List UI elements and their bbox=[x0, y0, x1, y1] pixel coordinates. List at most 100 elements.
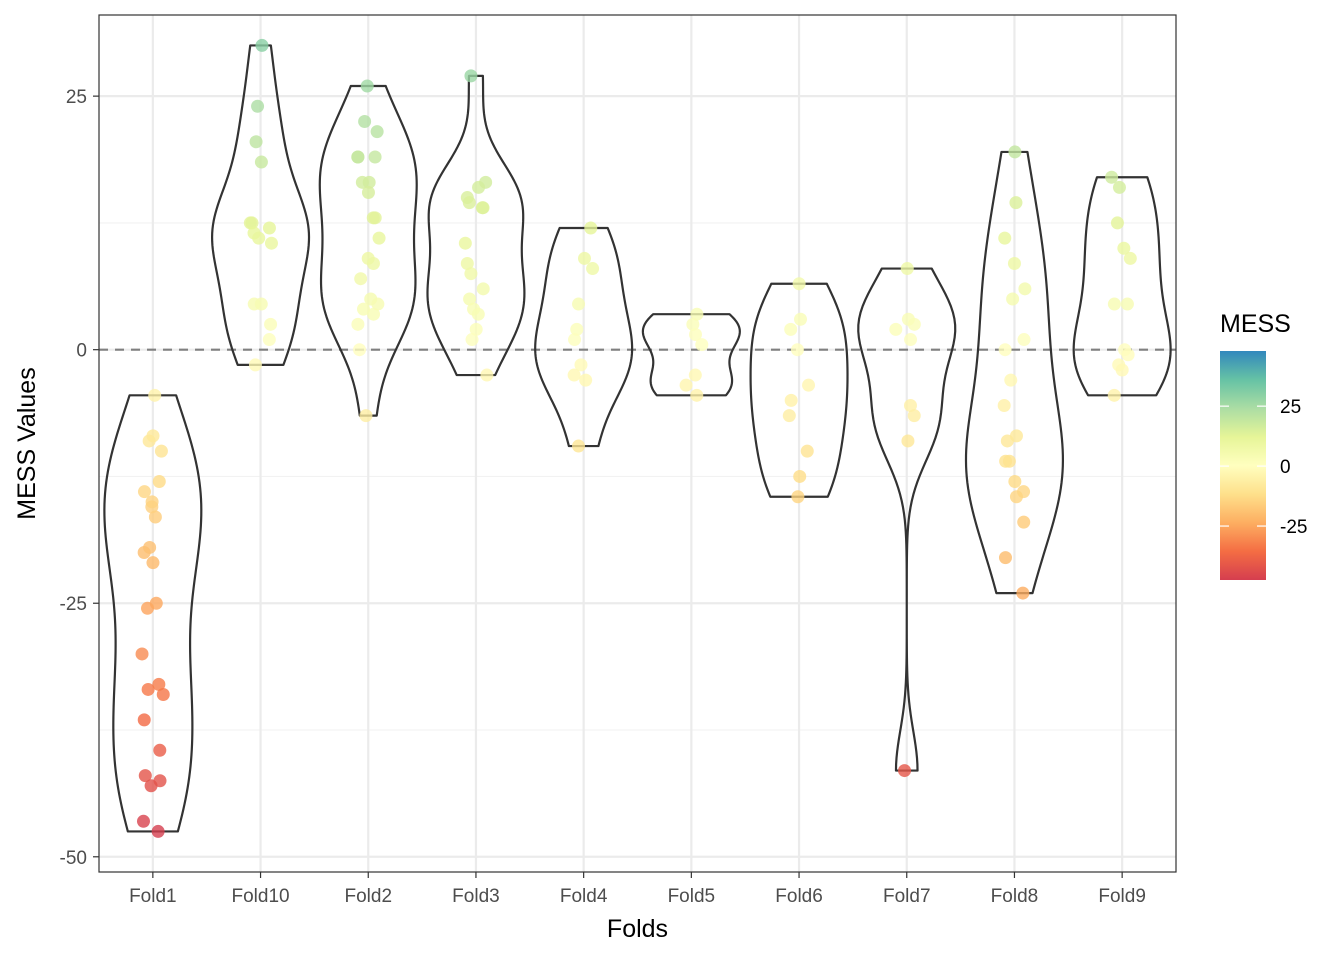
data-point bbox=[1110, 216, 1124, 230]
data-point bbox=[462, 196, 476, 210]
data-point bbox=[1006, 292, 1020, 306]
data-point bbox=[354, 272, 368, 286]
data-point bbox=[152, 475, 166, 489]
data-point bbox=[458, 236, 472, 250]
data-point bbox=[251, 99, 265, 113]
data-point bbox=[579, 373, 593, 387]
data-point bbox=[469, 322, 483, 336]
violin-fold2 bbox=[318, 84, 418, 417]
data-point bbox=[371, 297, 385, 311]
data-point bbox=[998, 343, 1012, 357]
data-point bbox=[464, 267, 478, 281]
data-point bbox=[255, 38, 269, 52]
color-legend: MESS 25 0 -25 bbox=[1220, 310, 1307, 580]
data-point bbox=[1009, 196, 1023, 210]
legend-tick-label: 25 bbox=[1280, 397, 1301, 418]
data-point bbox=[1115, 363, 1129, 377]
data-point bbox=[463, 292, 477, 306]
panel-background bbox=[99, 15, 1176, 872]
data-point bbox=[264, 317, 278, 331]
data-point bbox=[1123, 251, 1137, 265]
data-point bbox=[149, 596, 163, 610]
violin-fold5 bbox=[641, 313, 741, 397]
y-axis-title: MESS Values bbox=[13, 367, 41, 519]
data-point bbox=[361, 185, 375, 199]
data-point bbox=[359, 409, 373, 423]
data-point bbox=[690, 388, 704, 402]
data-point bbox=[464, 69, 478, 83]
data-point bbox=[471, 307, 485, 321]
data-point bbox=[372, 231, 386, 245]
data-point bbox=[1008, 145, 1022, 159]
data-point bbox=[146, 429, 160, 443]
data-point bbox=[784, 393, 798, 407]
data-point bbox=[1007, 256, 1021, 270]
x-axis: Fold1 Fold10 Fold2 Fold3 Fold4 Fold5 Fold6 Fold… bbox=[129, 872, 1146, 907]
legend-title: MESS bbox=[1220, 310, 1291, 338]
data-point bbox=[1107, 388, 1121, 402]
data-point bbox=[153, 774, 167, 788]
violin-fold6 bbox=[749, 282, 849, 498]
data-point bbox=[367, 307, 381, 321]
data-point bbox=[248, 358, 262, 372]
data-point bbox=[572, 439, 586, 453]
y-tick-label: -50 bbox=[60, 848, 87, 869]
x-tick-label: Fold8 bbox=[991, 886, 1039, 907]
data-point bbox=[480, 368, 494, 382]
y-tick-label: 25 bbox=[66, 87, 87, 108]
violin-fold7 bbox=[857, 267, 957, 772]
data-point bbox=[791, 490, 805, 504]
data-point bbox=[475, 201, 489, 215]
data-point bbox=[907, 317, 921, 331]
data-point bbox=[568, 333, 582, 347]
data-point bbox=[1016, 586, 1030, 600]
data-point bbox=[1105, 170, 1119, 184]
data-point bbox=[998, 551, 1012, 565]
data-point bbox=[353, 343, 367, 357]
data-point bbox=[1117, 241, 1131, 255]
data-point bbox=[1004, 373, 1018, 387]
data-point bbox=[254, 155, 268, 169]
data-point bbox=[351, 317, 365, 331]
data-point bbox=[138, 769, 152, 783]
data-point bbox=[143, 540, 157, 554]
data-point bbox=[366, 211, 380, 225]
data-point bbox=[1121, 348, 1135, 362]
violin-fold8 bbox=[964, 150, 1065, 595]
data-point bbox=[567, 368, 581, 382]
data-point bbox=[793, 469, 807, 483]
x-tick-label: Fold4 bbox=[560, 886, 608, 907]
x-tick-label: Fold7 bbox=[883, 886, 931, 907]
x-tick-label: Fold3 bbox=[452, 886, 500, 907]
data-point bbox=[889, 322, 903, 336]
data-point bbox=[577, 251, 591, 265]
violin-fold1 bbox=[103, 394, 203, 833]
data-point bbox=[156, 688, 170, 702]
violins bbox=[103, 44, 1172, 833]
data-point bbox=[153, 743, 167, 757]
data-point bbox=[695, 338, 709, 352]
data-point bbox=[368, 150, 382, 164]
data-point bbox=[800, 444, 814, 458]
data-point bbox=[366, 256, 380, 270]
data-point bbox=[152, 677, 166, 691]
data-point bbox=[1009, 490, 1023, 504]
data-point bbox=[1112, 180, 1126, 194]
data-point bbox=[1017, 333, 1031, 347]
jitter-points bbox=[135, 38, 1137, 838]
legend-tick-label: -25 bbox=[1280, 517, 1307, 538]
data-point bbox=[141, 682, 155, 696]
y-axis: -50 -25 0 25 bbox=[60, 87, 99, 869]
data-point bbox=[584, 221, 598, 235]
data-point bbox=[898, 764, 912, 778]
data-point bbox=[1018, 282, 1032, 296]
data-point bbox=[356, 302, 370, 316]
y-tick-label: 0 bbox=[76, 341, 87, 362]
data-point bbox=[137, 713, 151, 727]
y-tick-label: -25 bbox=[60, 594, 87, 615]
data-point bbox=[472, 180, 486, 194]
data-point bbox=[136, 814, 150, 828]
data-point bbox=[151, 824, 165, 838]
data-point bbox=[262, 221, 276, 235]
